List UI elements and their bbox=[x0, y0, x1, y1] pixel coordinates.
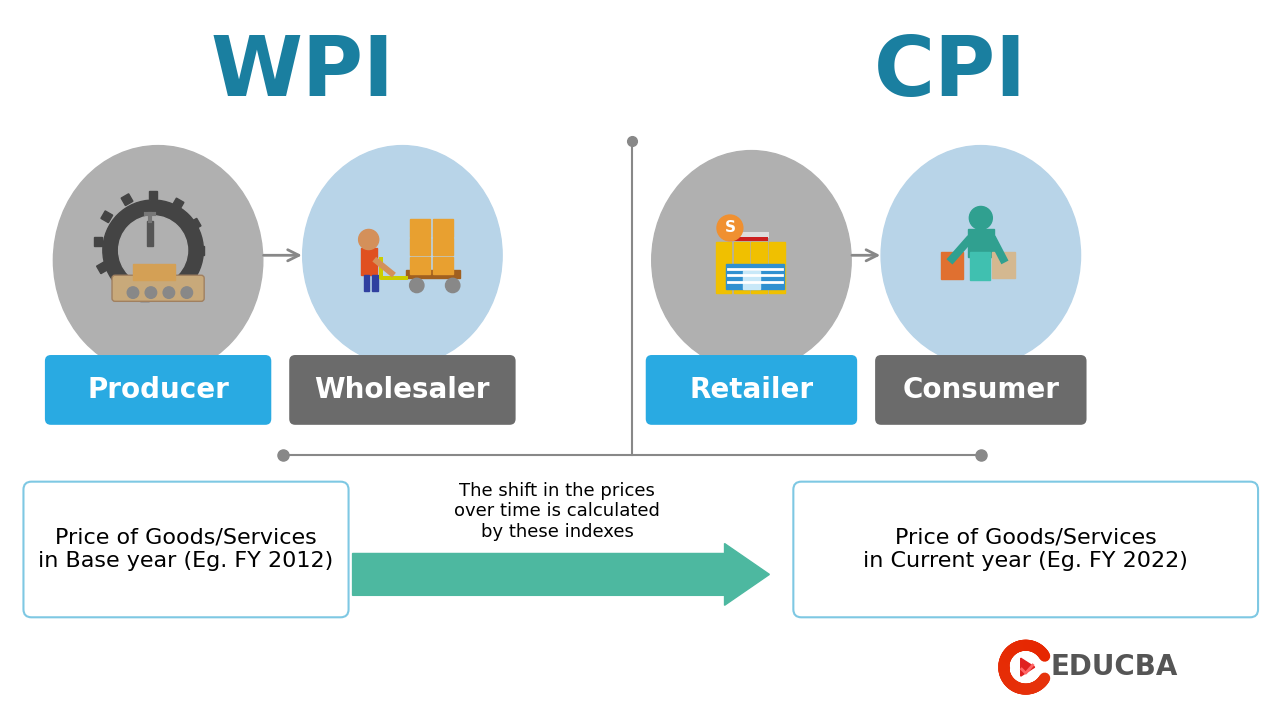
Bar bbox=[769, 243, 785, 292]
Circle shape bbox=[102, 200, 204, 300]
Bar bbox=[716, 243, 731, 292]
Text: Consumer: Consumer bbox=[902, 376, 1060, 404]
Bar bbox=[184, 269, 197, 281]
FancyBboxPatch shape bbox=[794, 482, 1258, 617]
FancyArrow shape bbox=[352, 544, 769, 606]
Bar bbox=[992, 252, 1015, 277]
Bar bbox=[114, 282, 125, 294]
Bar bbox=[189, 218, 201, 230]
Text: WPI: WPI bbox=[211, 32, 394, 113]
Ellipse shape bbox=[54, 145, 262, 375]
Bar bbox=[751, 243, 767, 292]
Text: EDUCBA: EDUCBA bbox=[1051, 653, 1178, 681]
Bar bbox=[434, 257, 453, 274]
Bar bbox=[96, 262, 109, 274]
Text: Producer: Producer bbox=[87, 376, 229, 404]
Bar bbox=[147, 221, 154, 246]
FancyBboxPatch shape bbox=[45, 355, 271, 425]
Bar bbox=[410, 238, 430, 256]
Circle shape bbox=[969, 207, 992, 230]
Text: Price of Goods/Services
in Base year (Eg. FY 2012): Price of Goods/Services in Base year (Eg… bbox=[38, 528, 334, 571]
Circle shape bbox=[180, 287, 192, 298]
Circle shape bbox=[358, 230, 379, 250]
Bar bbox=[364, 275, 370, 291]
Bar bbox=[410, 257, 430, 274]
Bar bbox=[133, 264, 154, 279]
Bar bbox=[372, 275, 378, 291]
Text: S: S bbox=[724, 220, 736, 235]
Bar bbox=[361, 248, 376, 275]
Bar bbox=[101, 211, 113, 222]
Circle shape bbox=[145, 287, 156, 298]
Bar bbox=[93, 238, 102, 246]
Bar bbox=[742, 271, 760, 289]
Bar bbox=[406, 270, 460, 278]
FancyBboxPatch shape bbox=[23, 482, 348, 617]
Polygon shape bbox=[1020, 658, 1034, 676]
Bar bbox=[122, 194, 133, 206]
FancyBboxPatch shape bbox=[876, 355, 1087, 425]
FancyBboxPatch shape bbox=[289, 355, 516, 425]
Ellipse shape bbox=[302, 145, 502, 365]
Circle shape bbox=[717, 215, 742, 241]
Bar bbox=[141, 292, 148, 301]
FancyBboxPatch shape bbox=[113, 275, 205, 302]
Bar bbox=[155, 264, 174, 279]
Bar bbox=[434, 220, 453, 237]
Circle shape bbox=[163, 287, 174, 298]
Bar bbox=[410, 220, 430, 237]
Bar bbox=[165, 287, 177, 298]
Bar bbox=[726, 264, 783, 289]
FancyBboxPatch shape bbox=[645, 355, 858, 425]
Circle shape bbox=[119, 216, 188, 285]
Circle shape bbox=[127, 287, 138, 298]
Circle shape bbox=[410, 278, 424, 292]
Circle shape bbox=[445, 278, 460, 292]
Text: Price of Goods/Services
in Current year (Eg. FY 2022): Price of Goods/Services in Current year … bbox=[863, 528, 1188, 571]
Bar bbox=[733, 243, 749, 292]
Bar bbox=[148, 191, 157, 199]
Ellipse shape bbox=[652, 150, 851, 370]
Text: The shift in the prices
over time is calculated
by these indexes: The shift in the prices over time is cal… bbox=[454, 482, 660, 541]
Ellipse shape bbox=[881, 145, 1080, 365]
Bar bbox=[434, 238, 453, 256]
Bar bbox=[941, 252, 963, 279]
Circle shape bbox=[1012, 654, 1038, 680]
Bar bbox=[196, 246, 204, 255]
Text: CPI: CPI bbox=[874, 32, 1028, 113]
Bar bbox=[968, 230, 993, 257]
Bar bbox=[172, 198, 184, 210]
Text: Wholesaler: Wholesaler bbox=[315, 376, 490, 404]
Bar bbox=[970, 252, 991, 280]
Text: Retailer: Retailer bbox=[690, 376, 814, 404]
